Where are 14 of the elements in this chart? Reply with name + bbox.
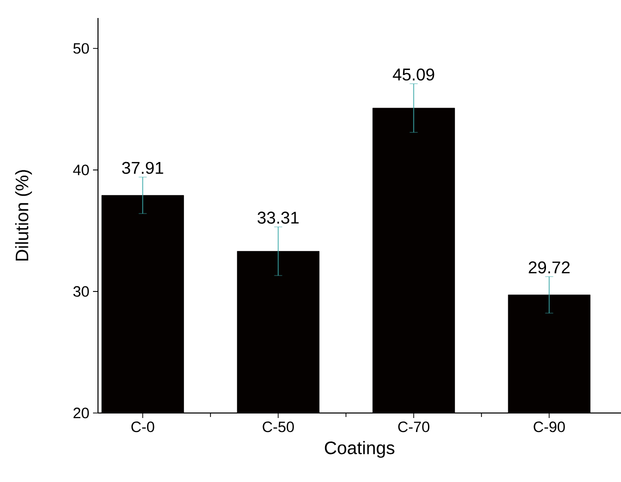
x-tick-label: C-50 bbox=[262, 422, 294, 432]
x-tick-label: C-90 bbox=[534, 422, 565, 432]
y-tick-label: 40 bbox=[73, 164, 89, 176]
data-label: 33.31 bbox=[258, 212, 299, 224]
y-tick-label: 50 bbox=[73, 43, 89, 54]
y-tick-label: 20 bbox=[74, 408, 89, 418]
data-label: 37.91 bbox=[122, 162, 164, 174]
data-label: 29.72 bbox=[528, 261, 570, 274]
data-label: 45.09 bbox=[392, 68, 434, 81]
y-tick-label: 30 bbox=[73, 286, 89, 297]
x-tick-label: C-0 bbox=[131, 422, 154, 432]
y-axis-title: Dilution (%) bbox=[15, 170, 32, 261]
x-axis-title: Coatings bbox=[324, 441, 394, 458]
x-tick-label: C-70 bbox=[398, 422, 430, 432]
